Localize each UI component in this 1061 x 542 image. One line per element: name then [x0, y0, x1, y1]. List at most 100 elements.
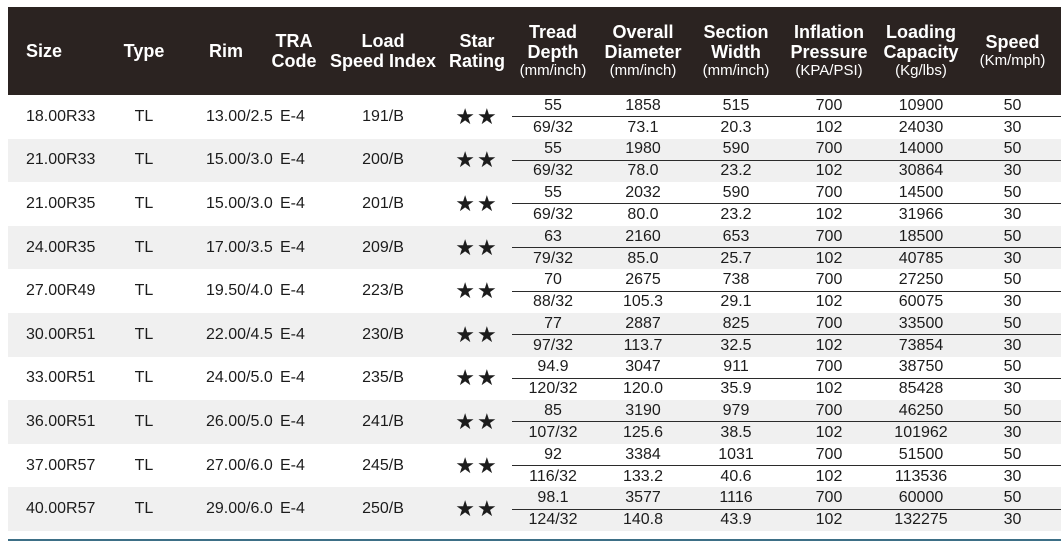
- inflation-kpa: 700: [780, 400, 878, 423]
- loading-lbs: 60075: [898, 293, 944, 311]
- star-rating-icons: ★★: [455, 278, 499, 304]
- cell-speed: 50 30: [964, 95, 1061, 139]
- loading-kg: 51500: [878, 444, 964, 467]
- cell-loading-capacity: 14500 31966: [878, 182, 964, 226]
- cell-load-speed-index: 201/B: [324, 182, 442, 226]
- loading-kg: 14000: [878, 139, 964, 161]
- loading-lbs: 101962: [894, 423, 948, 441]
- speed-kmh: 50: [964, 182, 1061, 205]
- cell-section-width: 515 20.3: [692, 95, 780, 139]
- cell-tra-code: E-4: [264, 400, 324, 444]
- section-width-inch: 25.7: [720, 249, 752, 267]
- cell-star-rating: ★★: [442, 443, 512, 488]
- tread-depth-mm: 55: [512, 95, 594, 118]
- cell-overall-diameter: 3577 140.8: [594, 487, 692, 531]
- tread-depth-mm: 55: [512, 182, 594, 205]
- speed-kmh: 50: [964, 270, 1061, 292]
- cell-tread-depth: 85 107/32: [512, 400, 594, 444]
- header-type: Type: [100, 7, 188, 95]
- section-width-inch: 43.9: [720, 511, 752, 529]
- overall-diameter-mm: 1980: [594, 139, 692, 161]
- speed-kmh: 50: [964, 444, 1061, 467]
- tread-depth-inch: 97/32: [532, 336, 574, 354]
- table-row: 24.00R35 TL 17.00/3.5 E-4 209/B ★★ 63 79/…: [8, 225, 1061, 270]
- cell-speed: 50 30: [964, 400, 1061, 444]
- inflation-kpa: 700: [780, 182, 878, 205]
- header-speed: Speed (Km/mph): [964, 7, 1061, 95]
- section-width-mm: 653: [692, 226, 780, 249]
- cell-tread-depth: 94.9 120/32: [512, 356, 594, 401]
- cell-size: 33.00R51: [8, 356, 100, 401]
- section-width-mm: 911: [692, 357, 780, 379]
- cell-size: 40.00R57: [8, 487, 100, 531]
- section-width-inch: 35.9: [720, 380, 752, 398]
- header-tread-depth: Tread Depth (mm/inch): [512, 7, 594, 95]
- cell-inflation-pressure: 700 102: [780, 487, 878, 531]
- speed-mph: 30: [1003, 380, 1022, 398]
- tread-depth-inch: 124/32: [528, 511, 578, 529]
- cell-overall-diameter: 1980 78.0: [594, 138, 692, 183]
- overall-diameter-mm: 2887: [594, 313, 692, 336]
- cell-inflation-pressure: 700 102: [780, 400, 878, 444]
- table-header: Size Type Rim TRA Code Load Speed Index …: [8, 7, 1061, 95]
- cell-type: TL: [100, 443, 188, 488]
- loading-lbs: 132275: [894, 511, 948, 529]
- cell-star-rating: ★★: [442, 225, 512, 270]
- cell-rim: 26.00/5.0: [188, 400, 273, 444]
- cell-tra-code: E-4: [264, 182, 324, 226]
- overall-diameter-mm: 1858: [594, 95, 692, 118]
- cell-size: 18.00R33: [8, 95, 100, 139]
- cell-section-width: 590 23.2: [692, 138, 780, 183]
- inflation-psi: 102: [815, 423, 843, 441]
- table-row: 36.00R51 TL 26.00/5.0 E-4 241/B ★★ 85 107…: [8, 400, 1061, 444]
- cell-type: TL: [100, 95, 188, 139]
- cell-tread-depth: 92 116/32: [512, 443, 594, 488]
- overall-diameter-inch: 120.0: [622, 380, 664, 398]
- speed-mph: 30: [1003, 118, 1022, 136]
- tread-depth-inch: 107/32: [528, 423, 578, 441]
- overall-diameter-inch: 80.0: [627, 205, 659, 223]
- overall-diameter-inch: 105.3: [622, 293, 664, 311]
- loading-kg: 18500: [878, 226, 964, 249]
- loading-lbs: 40785: [898, 249, 944, 267]
- tread-depth-inch: 116/32: [529, 467, 577, 485]
- speed-kmh: 50: [964, 139, 1061, 161]
- section-width-mm: 515: [692, 95, 780, 118]
- tread-depth-inch: 120/32: [528, 380, 578, 398]
- speed-mph: 30: [1003, 336, 1022, 354]
- inflation-psi: 102: [815, 511, 843, 529]
- cell-star-rating: ★★: [442, 269, 512, 313]
- inflation-kpa: 700: [780, 488, 878, 510]
- cell-size: 27.00R49: [8, 269, 100, 313]
- cell-star-rating: ★★: [442, 487, 512, 531]
- cell-speed: 50 30: [964, 443, 1061, 488]
- cell-load-speed-index: 223/B: [324, 269, 442, 313]
- loading-kg: 33500: [878, 313, 964, 336]
- cell-inflation-pressure: 700 102: [780, 443, 878, 488]
- cell-tread-depth: 55 69/32: [512, 138, 594, 183]
- overall-diameter-inch: 78.0: [627, 162, 659, 180]
- table-row: 33.00R51 TL 24.00/5.0 E-4 235/B ★★ 94.9 1…: [8, 356, 1061, 401]
- cell-inflation-pressure: 700 102: [780, 138, 878, 183]
- overall-diameter-inch: 140.8: [622, 511, 664, 529]
- cell-rim: 22.00/4.5: [188, 312, 273, 357]
- cell-section-width: 1031 40.6: [692, 443, 780, 488]
- inflation-kpa: 700: [780, 444, 878, 467]
- cell-rim: 17.00/3.5: [188, 225, 273, 270]
- cell-tra-code: E-4: [264, 95, 324, 139]
- cell-tread-depth: 55 69/32: [512, 182, 594, 226]
- cell-section-width: 825 32.5: [692, 312, 780, 357]
- speed-mph: 30: [1003, 162, 1022, 180]
- cell-type: TL: [100, 138, 188, 183]
- cell-load-speed-index: 241/B: [324, 400, 442, 444]
- loading-kg: 46250: [878, 400, 964, 423]
- tread-depth-mm: 55: [512, 139, 594, 161]
- cell-tread-depth: 70 88/32: [512, 269, 594, 313]
- inflation-psi: 102: [815, 162, 843, 180]
- loading-kg: 14500: [878, 182, 964, 205]
- cell-star-rating: ★★: [442, 312, 512, 357]
- cell-star-rating: ★★: [442, 400, 512, 444]
- section-width-inch: 38.5: [720, 423, 752, 441]
- cell-tra-code: E-4: [264, 487, 324, 531]
- header-size: Size: [8, 7, 100, 95]
